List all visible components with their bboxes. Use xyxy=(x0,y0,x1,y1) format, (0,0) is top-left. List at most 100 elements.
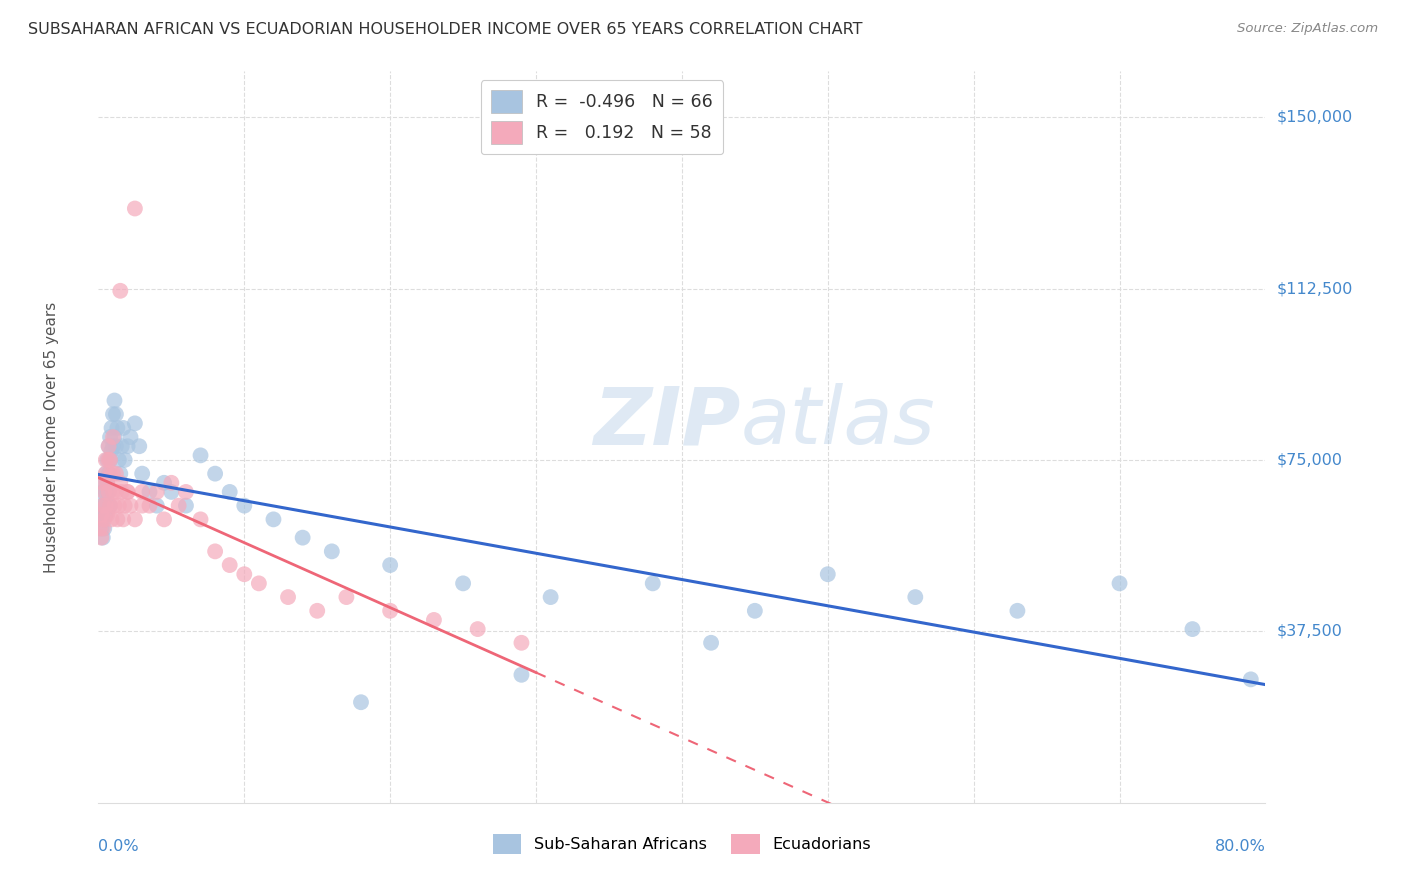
Point xyxy=(91,475,114,490)
Point xyxy=(744,604,766,618)
Point xyxy=(94,467,117,481)
Point xyxy=(105,421,128,435)
Point xyxy=(204,467,226,481)
Point xyxy=(97,484,120,499)
Point xyxy=(321,544,343,558)
Point xyxy=(105,512,128,526)
Point xyxy=(1108,576,1130,591)
Point xyxy=(96,453,118,467)
Point xyxy=(380,558,402,573)
Point xyxy=(93,499,115,513)
Text: 80.0%: 80.0% xyxy=(1215,839,1265,855)
Text: Source: ZipAtlas.com: Source: ZipAtlas.com xyxy=(1237,22,1378,36)
Point xyxy=(190,448,212,462)
Text: Householder Income Over 65 years: Householder Income Over 65 years xyxy=(44,301,59,573)
Point xyxy=(204,544,226,558)
Point xyxy=(96,475,118,490)
Point xyxy=(93,521,115,535)
Text: $150,000: $150,000 xyxy=(1277,110,1353,125)
Point xyxy=(112,512,135,526)
Point xyxy=(96,508,118,522)
Point xyxy=(335,590,357,604)
Point xyxy=(167,499,190,513)
Point xyxy=(904,590,927,604)
Point xyxy=(108,499,131,513)
Point xyxy=(131,499,153,513)
Point xyxy=(104,484,127,499)
Point xyxy=(510,636,533,650)
Point xyxy=(817,567,839,582)
Point xyxy=(190,512,212,526)
Point xyxy=(104,407,127,421)
Point xyxy=(100,421,122,435)
Point xyxy=(98,453,121,467)
Point xyxy=(98,453,121,467)
Text: atlas: atlas xyxy=(741,384,935,461)
Point xyxy=(262,512,284,526)
Point xyxy=(117,484,139,499)
Point xyxy=(218,484,240,499)
Point xyxy=(111,439,134,453)
Point xyxy=(100,512,122,526)
Point xyxy=(1240,673,1263,687)
Text: $112,500: $112,500 xyxy=(1277,281,1353,296)
Point xyxy=(233,499,256,513)
Point xyxy=(131,467,153,481)
Point xyxy=(124,417,146,431)
Point xyxy=(146,499,169,513)
Legend: Sub-Saharan Africans, Ecuadorians: Sub-Saharan Africans, Ecuadorians xyxy=(486,828,877,861)
Point xyxy=(93,484,115,499)
Point xyxy=(98,467,121,481)
Point xyxy=(90,521,112,535)
Point xyxy=(307,604,329,618)
Point xyxy=(98,430,121,444)
Point xyxy=(97,453,120,467)
Point xyxy=(1007,604,1029,618)
Point xyxy=(98,499,121,513)
Point xyxy=(101,439,124,453)
Point xyxy=(124,512,146,526)
Point xyxy=(153,512,176,526)
Point xyxy=(103,393,125,408)
Point xyxy=(700,636,723,650)
Point xyxy=(93,512,115,526)
Point xyxy=(89,521,111,535)
Point xyxy=(120,430,142,444)
Point xyxy=(98,499,121,513)
Point xyxy=(91,512,114,526)
Point xyxy=(114,499,136,513)
Point xyxy=(277,590,299,604)
Point xyxy=(510,667,533,681)
Point xyxy=(128,439,150,453)
Point xyxy=(89,508,111,522)
Point xyxy=(423,613,446,627)
Point xyxy=(153,475,176,490)
Point xyxy=(91,521,114,535)
Point xyxy=(160,475,183,490)
Point xyxy=(540,590,562,604)
Point xyxy=(96,499,118,513)
Point xyxy=(174,484,197,499)
Text: ZIP: ZIP xyxy=(593,384,741,461)
Point xyxy=(94,467,117,481)
Text: $37,500: $37,500 xyxy=(1277,624,1343,639)
Point xyxy=(114,453,136,467)
Point xyxy=(117,439,139,453)
Point xyxy=(110,475,132,490)
Point xyxy=(160,484,183,499)
Point xyxy=(174,499,197,513)
Point xyxy=(233,567,256,582)
Point xyxy=(90,508,112,522)
Point xyxy=(101,467,124,481)
Point xyxy=(91,499,114,513)
Point xyxy=(451,576,474,591)
Point xyxy=(90,531,112,545)
Point xyxy=(110,284,132,298)
Point xyxy=(146,484,169,499)
Point xyxy=(94,499,117,513)
Point xyxy=(94,453,117,467)
Point xyxy=(94,484,117,499)
Point xyxy=(104,439,127,453)
Point xyxy=(91,484,114,499)
Point xyxy=(1181,622,1204,636)
